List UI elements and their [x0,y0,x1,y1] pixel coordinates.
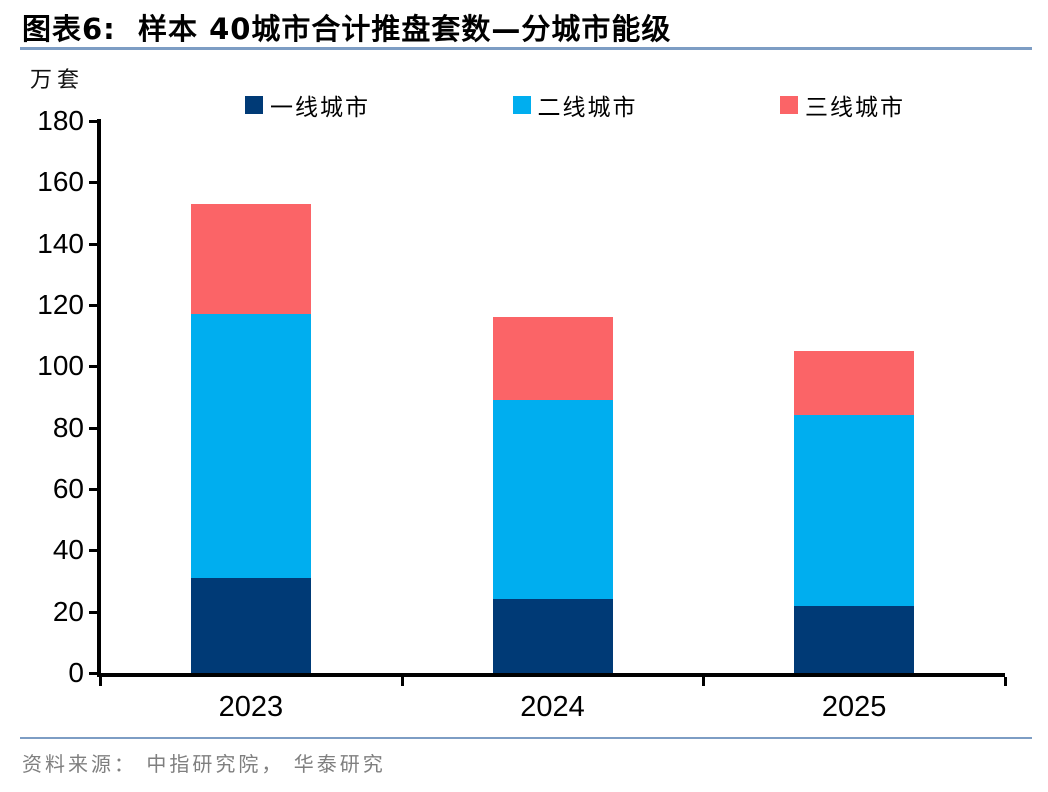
x-tick [99,677,102,686]
source-divider [20,737,1032,739]
legend-swatch-icon [245,96,263,114]
y-tick [89,610,98,614]
y-tick-label: 120 [37,289,84,320]
bar-segment-2024-三线城市 [492,317,613,401]
y-tick [89,181,98,185]
bar-segment-2023-二线城市 [190,314,311,578]
y-tick [89,488,98,491]
y-tick [89,365,98,369]
y-tick-label: 20 [52,595,84,627]
legend-item-二线城市: 二线城市 [512,88,638,122]
y-tick-label: 80 [52,411,84,443]
bar-segment-2023-三线城市 [190,203,311,315]
y-tick-label: 0 [68,657,84,688]
y-tick-label: 60 [52,473,84,504]
bar-segment-2024-一线城市 [492,599,613,673]
x-category-label: 2023 [218,691,284,723]
y-tick [89,120,98,123]
legend: 一线城市 二线城市 三线城市 [245,88,905,122]
y-axis-unit-label: 万套 [30,68,85,93]
legend-label: 一线城市 [270,95,370,121]
title-divider [20,47,1032,50]
y-tick-label: 100 [37,350,84,382]
y-tick-label: 40 [52,534,84,566]
chart-title: 图表6: 样本 40城市合计推盘套数—分城市能级 [22,12,672,46]
legend-item-一线城市: 一线城市 [245,88,370,122]
y-tick [89,549,98,553]
x-axis-line [97,673,1005,677]
legend-swatch-icon [780,96,798,114]
y-axis-line [97,119,101,677]
x-tick [1004,677,1007,686]
bar-segment-2023-一线城市 [190,577,311,673]
bar-segment-2025-三线城市 [794,351,915,416]
bar-segment-2025-一线城市 [794,605,915,673]
y-tick [89,242,98,246]
legend-swatch-icon [512,96,531,114]
y-tick [89,304,98,307]
x-tick [702,677,706,686]
legend-item-三线城市: 三线城市 [780,88,905,122]
x-tick [400,677,404,686]
x-category-label: 2024 [520,691,585,723]
source-note: 资料来源： 中指研究院， 华泰研究 [22,752,386,776]
bar-segment-2024-二线城市 [492,400,613,600]
y-tick [89,426,98,430]
y-tick [89,672,98,675]
legend-label: 三线城市 [805,95,905,121]
bar-segment-2025-二线城市 [794,415,915,606]
y-tick-label: 160 [37,166,84,198]
y-tick-label: 180 [37,105,84,136]
x-category-label: 2025 [821,691,887,723]
legend-label: 二线城市 [537,95,638,121]
y-tick-label: 140 [37,227,84,259]
